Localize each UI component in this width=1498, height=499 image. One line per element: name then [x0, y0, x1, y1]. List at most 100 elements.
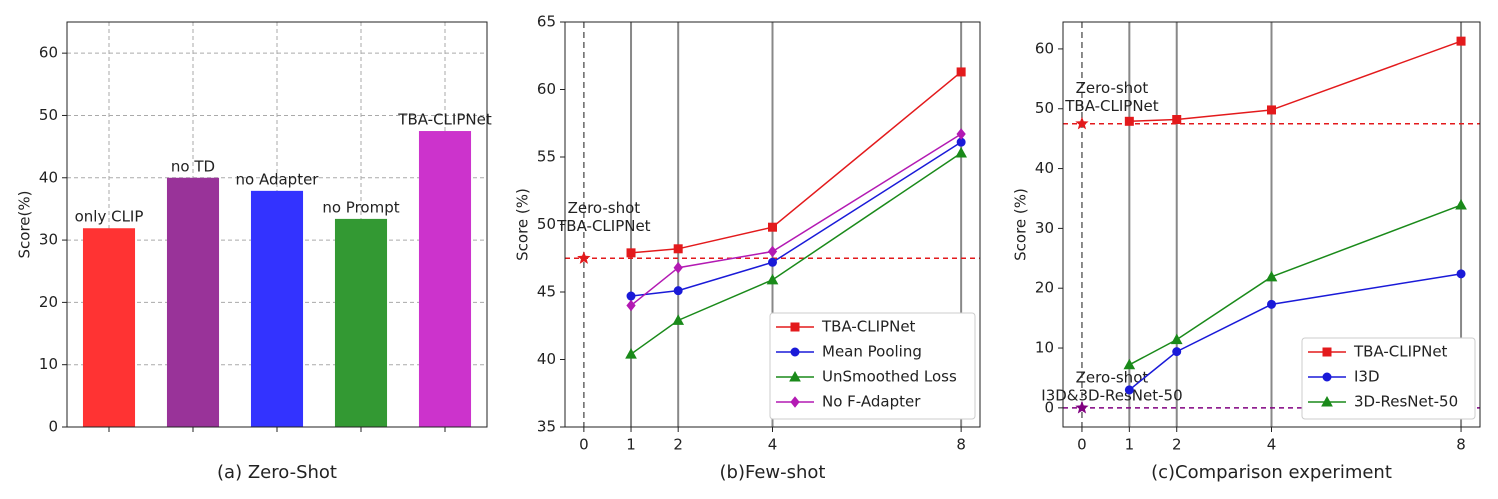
y-tick-label: 30 — [1035, 219, 1054, 237]
axes-frame — [564, 21, 981, 428]
caption: (b)Few-shot — [720, 462, 826, 483]
marker — [766, 273, 779, 285]
line — [630, 152, 962, 355]
bar — [418, 131, 472, 428]
y-tick-label: 40 — [39, 168, 58, 186]
y-tick-label: 50 — [39, 106, 58, 124]
line — [630, 133, 962, 307]
legend-label: Mean Pooling — [822, 343, 922, 361]
reference-star — [1075, 400, 1089, 414]
x-tick-label: 4 — [1267, 436, 1277, 454]
y-tick-label: 10 — [1035, 339, 1054, 357]
x-tick-label: 4 — [768, 436, 778, 454]
marker — [790, 396, 800, 408]
y-tick-label: 20 — [39, 293, 58, 311]
bar-label: only CLIP — [75, 208, 144, 226]
marker — [625, 348, 637, 359]
y-tick-label: 40 — [537, 350, 556, 368]
marker — [626, 299, 636, 312]
y-tick-label: 10 — [39, 355, 58, 373]
x-tick-label: 8 — [1456, 436, 1466, 454]
marker — [790, 322, 800, 332]
x-tick-label: 1 — [1125, 436, 1135, 454]
legend-label: I3D — [1354, 368, 1380, 386]
marker — [1322, 347, 1332, 357]
y-tick-label: 50 — [537, 215, 556, 233]
marker — [956, 67, 966, 77]
annotation: TBA-CLIPNet — [1064, 97, 1159, 115]
marker — [1172, 115, 1182, 125]
marker — [1123, 358, 1136, 370]
y-tick-label: 60 — [1035, 39, 1054, 57]
annotation: TBA-CLIPNet — [556, 217, 651, 235]
reference-star — [1075, 116, 1089, 130]
marker — [626, 291, 636, 301]
marker — [626, 248, 636, 258]
y-axis-label: Score (%) — [1012, 188, 1030, 261]
y-tick-label: 55 — [537, 148, 556, 166]
marker — [956, 128, 966, 140]
marker — [1124, 385, 1134, 395]
y-tick-label: 0 — [1044, 398, 1054, 416]
legend-label: TBA-CLIPNet — [821, 318, 916, 336]
x-tick-label: 0 — [1077, 436, 1087, 454]
marker — [1267, 299, 1276, 309]
y-tick-label: 60 — [537, 80, 556, 98]
marker — [955, 146, 967, 158]
marker — [767, 245, 778, 258]
line — [1129, 40, 1462, 123]
legend-box — [769, 312, 976, 420]
y-tick-label: 40 — [1035, 159, 1054, 177]
line — [1128, 273, 1462, 391]
axes-frame — [66, 21, 488, 428]
legend-box — [1301, 337, 1476, 420]
marker — [768, 257, 777, 267]
marker — [1170, 333, 1183, 345]
marker — [768, 222, 777, 232]
bar-label: no TD — [171, 157, 215, 175]
axes-frame — [1062, 21, 1481, 428]
bar — [250, 190, 304, 427]
x-tick-label: 2 — [673, 436, 683, 454]
x-tick-label: 1 — [626, 436, 636, 454]
legend-label: TBA-CLIPNet — [1353, 343, 1448, 361]
y-axis-label: Score(%) — [16, 191, 34, 259]
marker — [1456, 269, 1466, 279]
y-tick-label: 0 — [48, 418, 58, 436]
marker — [789, 370, 801, 382]
line — [630, 141, 962, 297]
legend-label: UnSmoothed Loss — [822, 368, 957, 386]
marker — [673, 261, 683, 274]
y-axis-label: Score (%) — [514, 188, 532, 261]
y-tick-label: 35 — [537, 418, 556, 436]
y-tick-label: 45 — [537, 283, 556, 301]
marker — [673, 286, 683, 296]
marker — [1321, 395, 1333, 407]
y-tick-label: 50 — [1035, 99, 1054, 117]
annotation: Zero-shot — [1076, 79, 1149, 97]
x-tick-label: 0 — [579, 436, 589, 454]
legend-label: No F-Adapter — [822, 393, 921, 411]
marker — [1455, 199, 1467, 210]
marker — [1265, 270, 1278, 282]
caption: (c)Comparison experiment — [1151, 462, 1392, 483]
legend-label: 3D-ResNet-50 — [1354, 393, 1458, 411]
annotation: I3D&3D-ResNet-50 — [1041, 386, 1182, 404]
y-tick-label: 30 — [39, 231, 58, 249]
marker — [1456, 36, 1466, 46]
bar — [82, 228, 136, 427]
annotation: Zero-shot — [1076, 368, 1149, 386]
bar-label: no Adapter — [236, 170, 320, 188]
marker — [790, 347, 800, 357]
bar — [166, 177, 220, 427]
y-tick-label: 60 — [39, 44, 58, 62]
x-tick-label: 8 — [956, 436, 966, 454]
bar-label: no Prompt — [322, 198, 399, 216]
marker — [1124, 116, 1134, 126]
annotation: Zero-shot — [568, 199, 641, 217]
y-tick-label: 20 — [1035, 279, 1054, 297]
caption: (a) Zero-Shot — [217, 462, 337, 483]
marker — [673, 244, 683, 254]
line — [1128, 204, 1462, 366]
